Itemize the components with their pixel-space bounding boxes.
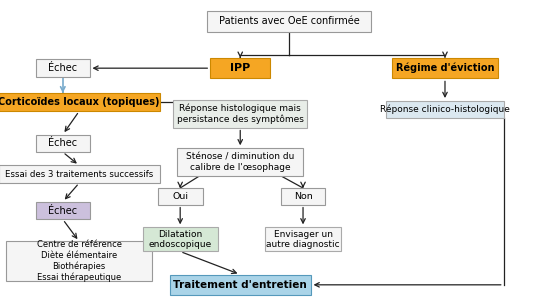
- FancyBboxPatch shape: [143, 227, 218, 251]
- Text: Régime d'éviction: Régime d'éviction: [396, 63, 494, 73]
- Text: Patients avec OeE confirmée: Patients avec OeE confirmée: [219, 16, 360, 26]
- FancyBboxPatch shape: [174, 100, 307, 128]
- Text: Échec: Échec: [48, 138, 78, 148]
- FancyBboxPatch shape: [0, 93, 159, 111]
- Text: Corticoïdes locaux (topiques): Corticoïdes locaux (topiques): [0, 97, 160, 107]
- Text: Non: Non: [294, 192, 312, 201]
- FancyBboxPatch shape: [170, 275, 311, 295]
- FancyBboxPatch shape: [207, 11, 371, 32]
- FancyBboxPatch shape: [36, 202, 90, 219]
- Text: Sténose / diminution du
calibre de l'œsophage: Sténose / diminution du calibre de l'œso…: [186, 152, 294, 172]
- FancyBboxPatch shape: [36, 59, 90, 77]
- Text: Envisager un
autre diagnostic: Envisager un autre diagnostic: [266, 230, 340, 249]
- Text: Réponse histologique mais
persistance des symptômes: Réponse histologique mais persistance de…: [177, 103, 304, 124]
- Text: IPP: IPP: [230, 63, 251, 73]
- FancyBboxPatch shape: [177, 148, 303, 176]
- FancyBboxPatch shape: [0, 165, 159, 183]
- FancyBboxPatch shape: [158, 188, 203, 205]
- Text: Échec: Échec: [48, 205, 78, 216]
- FancyBboxPatch shape: [6, 241, 152, 281]
- Text: Centre de référence
Diète élémentaire
Biothérapies
Essai thérapeutique: Centre de référence Diète élémentaire Bi…: [37, 241, 122, 282]
- Text: Oui: Oui: [172, 192, 188, 201]
- FancyBboxPatch shape: [36, 135, 90, 152]
- Text: Essai des 3 traitements successifs: Essai des 3 traitements successifs: [5, 170, 153, 179]
- FancyBboxPatch shape: [391, 58, 498, 78]
- Text: Traitement d'entretien: Traitement d'entretien: [174, 280, 307, 290]
- FancyBboxPatch shape: [265, 227, 341, 251]
- Text: Échec: Échec: [48, 63, 78, 73]
- Text: Réponse clinico-histologique: Réponse clinico-histologique: [380, 105, 510, 115]
- FancyBboxPatch shape: [386, 101, 503, 118]
- Text: Dilatation
endoscopique: Dilatation endoscopique: [149, 230, 212, 249]
- FancyBboxPatch shape: [281, 188, 325, 205]
- FancyBboxPatch shape: [210, 58, 270, 78]
